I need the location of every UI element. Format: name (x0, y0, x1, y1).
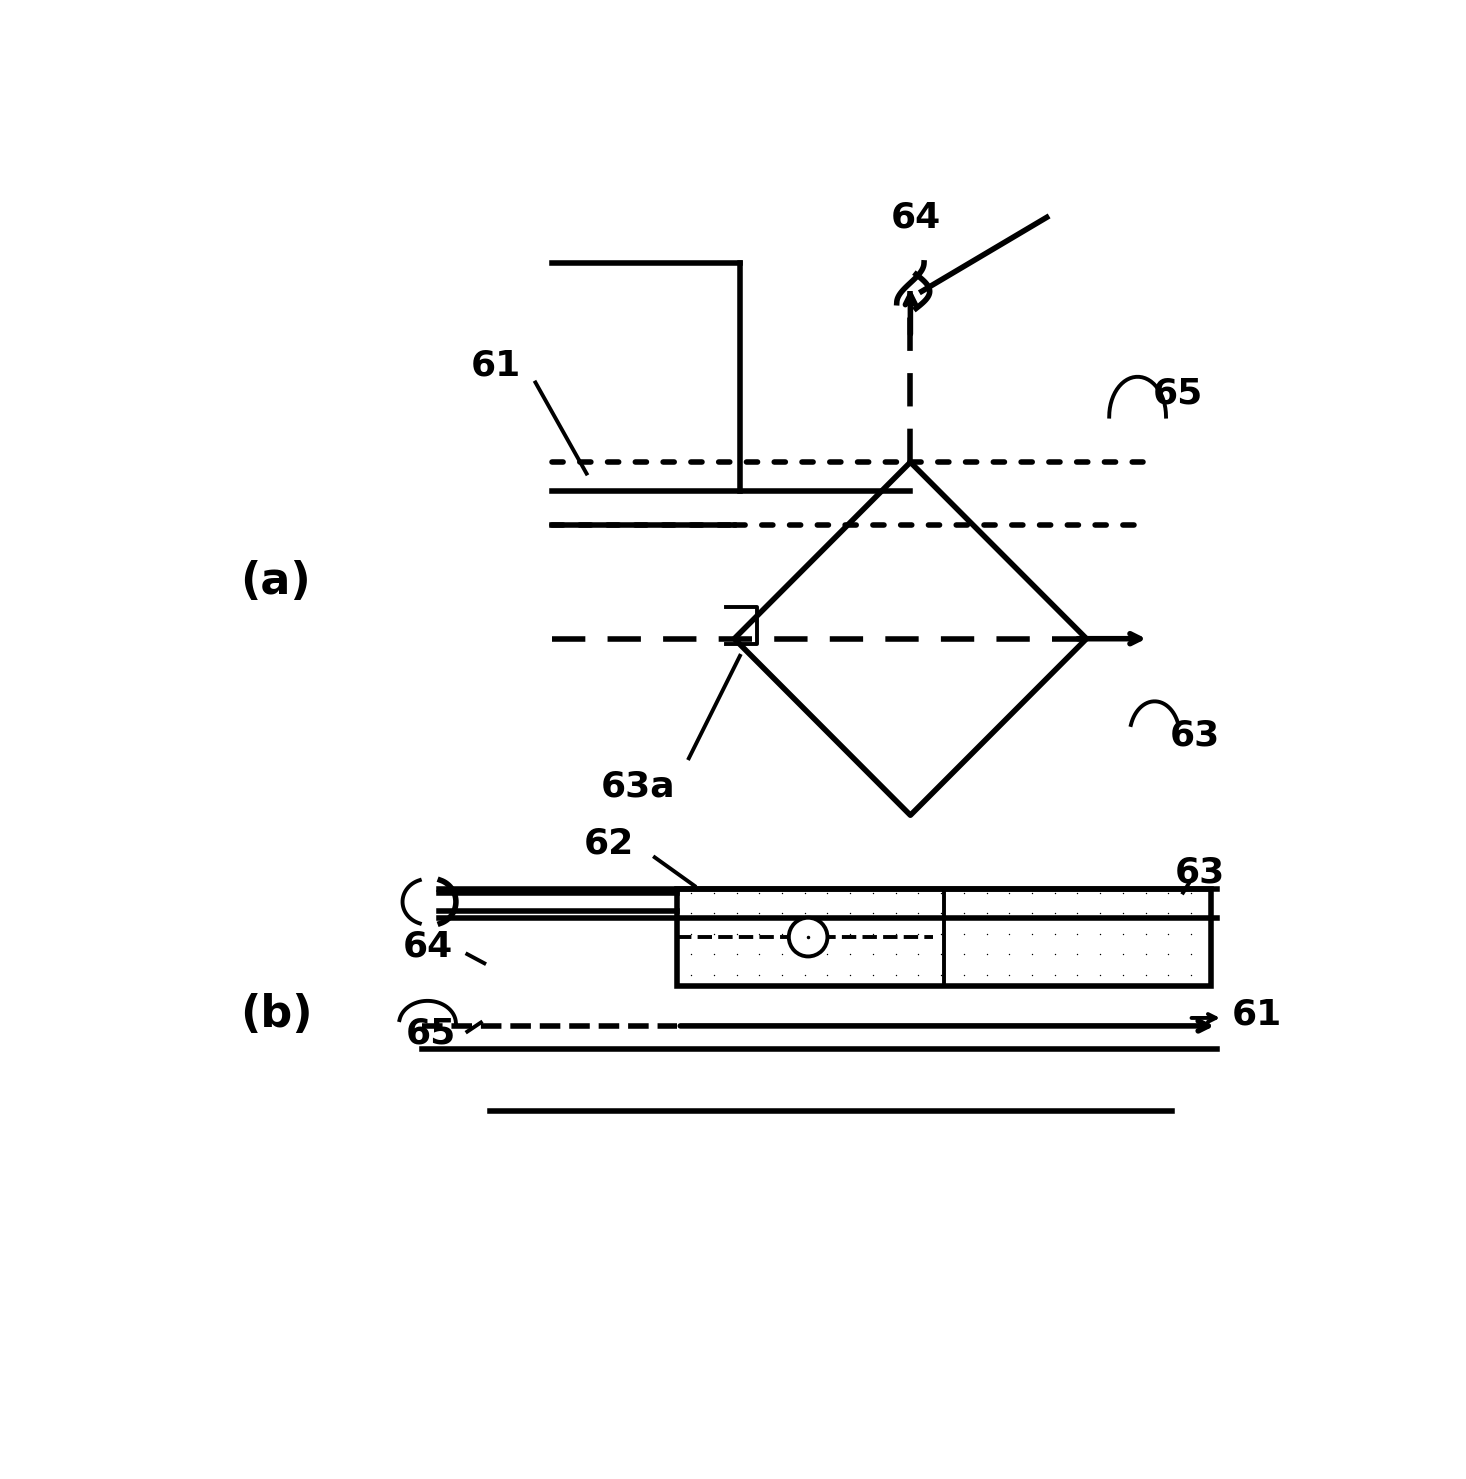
Text: 64: 64 (891, 200, 941, 234)
Text: 61: 61 (471, 349, 520, 383)
Circle shape (789, 917, 827, 957)
Text: 63a: 63a (601, 769, 674, 803)
Text: (a): (a) (240, 561, 311, 603)
Text: (b): (b) (240, 992, 312, 1035)
Text: 65: 65 (406, 1018, 456, 1052)
Text: 61: 61 (1231, 997, 1283, 1031)
Text: 64: 64 (402, 929, 453, 963)
Bar (677, 889, 1211, 986)
Text: 65: 65 (1152, 377, 1202, 411)
Text: 63: 63 (1174, 855, 1226, 889)
Text: 62: 62 (583, 827, 635, 861)
Text: 63: 63 (1170, 719, 1220, 753)
